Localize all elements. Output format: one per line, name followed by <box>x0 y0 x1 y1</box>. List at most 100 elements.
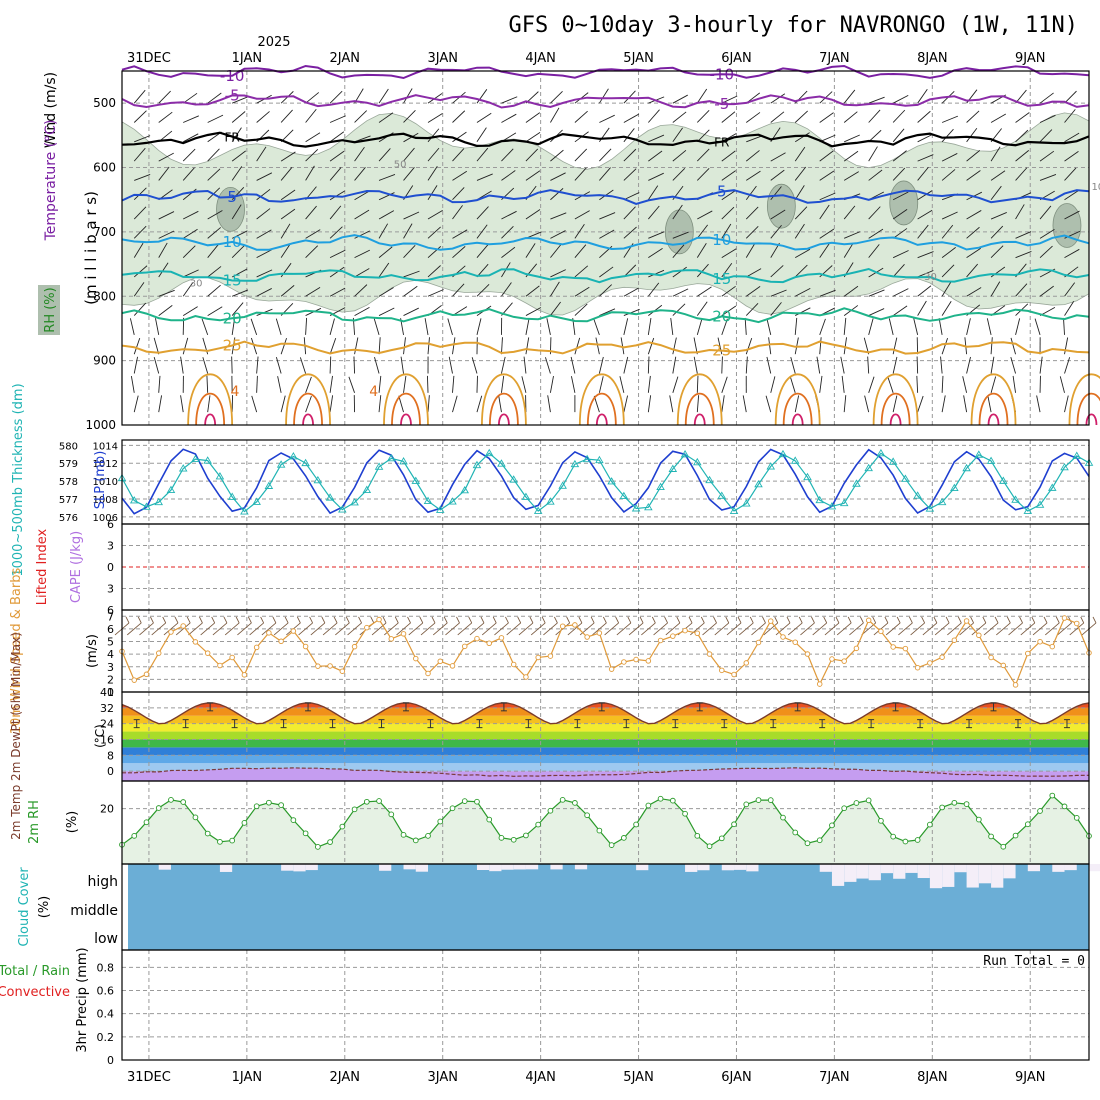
upper-wind-barb <box>913 318 919 335</box>
rh2m-marker <box>229 837 236 844</box>
upper-wind-barb <box>158 90 171 104</box>
wind-barb-flag <box>908 616 913 624</box>
thickness-marker <box>570 459 580 468</box>
upper-wind-barb <box>305 286 321 297</box>
upper-wind-barb <box>941 375 944 393</box>
upper-wind-barb <box>887 376 894 393</box>
upper-wind-barb <box>966 263 979 278</box>
li-tick-label: 6 <box>107 518 114 531</box>
upper-wind-barb <box>329 131 345 143</box>
upper-wind-barb <box>593 318 600 336</box>
rh2m-marker <box>241 820 248 826</box>
rh-contour-label: 30 <box>190 279 203 290</box>
wind-speed-marker <box>131 677 137 683</box>
upper-wind-barb <box>819 150 834 162</box>
pressure-tick-label: 600 <box>93 161 116 175</box>
rh2m-marker <box>902 838 909 845</box>
upper-wind-barb <box>158 242 168 258</box>
wind-speed-marker <box>694 630 701 636</box>
wind-barb <box>971 622 987 636</box>
rh2m-marker <box>1012 832 1019 839</box>
upper-wind-barb <box>770 169 785 181</box>
upper-wind-barb <box>207 210 223 220</box>
thickness-marker <box>399 457 408 465</box>
upper-wind-barb <box>693 356 698 374</box>
upper-wind-barb <box>868 376 875 393</box>
upper-wind-barb <box>452 375 455 393</box>
thickness-tick-label: 576 <box>59 513 78 524</box>
upper-wind-barb <box>501 113 517 123</box>
upper-wind-barb <box>816 356 821 374</box>
upper-wind-barb <box>202 357 209 374</box>
upper-wind-barb <box>133 225 147 239</box>
upper-wind-barb <box>892 263 905 278</box>
warm-dome-35 <box>889 413 902 426</box>
upper-wind-barb <box>938 318 943 335</box>
thickness-marker <box>509 475 518 483</box>
cloud-gap-bar <box>1052 864 1065 872</box>
temp-color-band <box>122 763 1089 772</box>
upper-wind-barb <box>133 337 141 355</box>
upper-wind-barb <box>917 190 933 201</box>
upper-wind-barb <box>133 187 147 201</box>
thickness-marker <box>215 472 225 480</box>
wind-barb-flag <box>235 616 240 624</box>
day-tick-label-top: 4JAN <box>525 51 556 66</box>
upper-wind-barb <box>574 210 590 220</box>
upper-wind-barb <box>917 395 924 413</box>
upper-wind-barb <box>158 211 175 220</box>
upper-wind-barb <box>256 288 272 297</box>
upper-wind-barb <box>1064 337 1069 355</box>
upper-wind-barb <box>452 395 458 413</box>
wind-tick-label: 1 <box>107 686 114 699</box>
upper-wind-barb <box>966 226 980 239</box>
warm-contour-label: 4 <box>231 384 240 400</box>
upper-wind-barb <box>917 251 934 259</box>
thickness-marker <box>974 450 984 458</box>
thickness-marker <box>925 504 935 512</box>
upper-wind-barb <box>745 337 753 355</box>
chart-title: GFS 0~10day 3-hourly for NAVRONGO (1W, 1… <box>508 13 1078 38</box>
wind-speed-marker <box>192 639 199 645</box>
wind-speed-marker <box>927 660 933 666</box>
upper-wind-barb <box>353 356 356 374</box>
upper-wind-barb <box>672 244 685 258</box>
day-tick-label-bottom: 9JAN <box>1015 1070 1046 1085</box>
isotherm-line <box>121 131 1090 148</box>
rh2m-marker <box>914 837 921 843</box>
temp-color-band <box>122 747 1089 756</box>
wind-tick-label: 4 <box>107 648 114 661</box>
temp-color-band <box>122 715 1089 724</box>
upper-wind-barb <box>941 247 956 259</box>
upper-wind-barb <box>574 110 588 123</box>
cloud-gap-bar <box>501 864 514 870</box>
upper-wind-barb <box>916 375 919 393</box>
day-tick-label-top: 2JAN <box>330 51 361 66</box>
upper-wind-barb <box>231 318 236 335</box>
day-tick-label-bottom: 8JAN <box>917 1070 948 1085</box>
upper-wind-barb <box>599 284 612 297</box>
upper-wind-barb <box>207 284 221 297</box>
upper-wind-barb <box>843 150 859 162</box>
wind-barb-flag <box>578 616 583 624</box>
day-tick-label-top: 8JAN <box>917 51 948 66</box>
wind-tick-label: 6 <box>107 623 114 636</box>
wind-barb <box>763 622 779 636</box>
upper-wind-barb <box>550 172 566 181</box>
upper-wind-barb <box>549 376 554 393</box>
li-tick-label: 0 <box>107 561 114 574</box>
upper-wind-barb <box>843 317 847 335</box>
upper-wind-barb <box>280 167 293 181</box>
warm-dome-25 <box>383 373 429 426</box>
upper-wind-barb <box>623 226 637 239</box>
wind-speed-marker <box>302 643 309 650</box>
rh2m-marker <box>192 814 199 821</box>
rh-high-blob <box>216 186 245 232</box>
upper-wind-barb <box>648 247 663 259</box>
thickness-marker <box>313 475 323 484</box>
upper-wind-barb <box>917 270 934 278</box>
wind-speed-marker <box>621 659 627 665</box>
upper-wind-barb <box>130 375 135 393</box>
warm-dome-35 <box>595 413 608 426</box>
wind-barb <box>151 622 167 636</box>
